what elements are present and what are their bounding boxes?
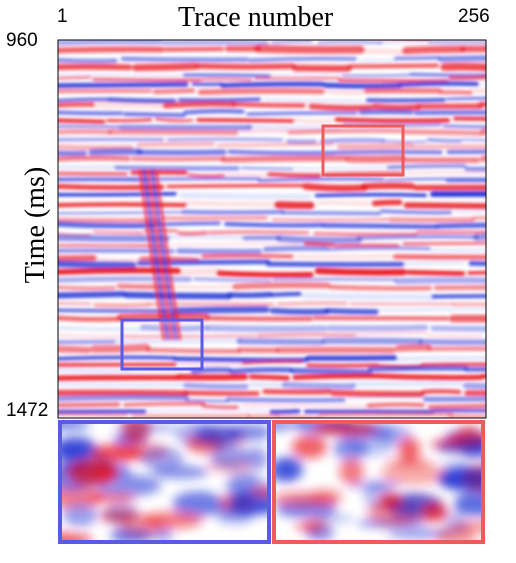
- y-start-label: 960: [6, 30, 38, 51]
- x-end-label: 256: [458, 6, 490, 27]
- seismic-section: [58, 40, 486, 418]
- red-highlight-box: [321, 124, 405, 177]
- y-end-label: 1472: [6, 400, 49, 421]
- blue-zoom-inset: [60, 422, 269, 542]
- blue-highlight-box: [120, 318, 204, 371]
- red-zoom-inset: [274, 422, 483, 542]
- x-start-label: 1: [57, 6, 68, 27]
- seismic-section-frame: [57, 39, 487, 419]
- blue-zoom-inset-frame: [58, 420, 271, 544]
- red-zoom-inset-frame: [272, 420, 485, 544]
- x-axis-title: Trace number: [178, 2, 334, 33]
